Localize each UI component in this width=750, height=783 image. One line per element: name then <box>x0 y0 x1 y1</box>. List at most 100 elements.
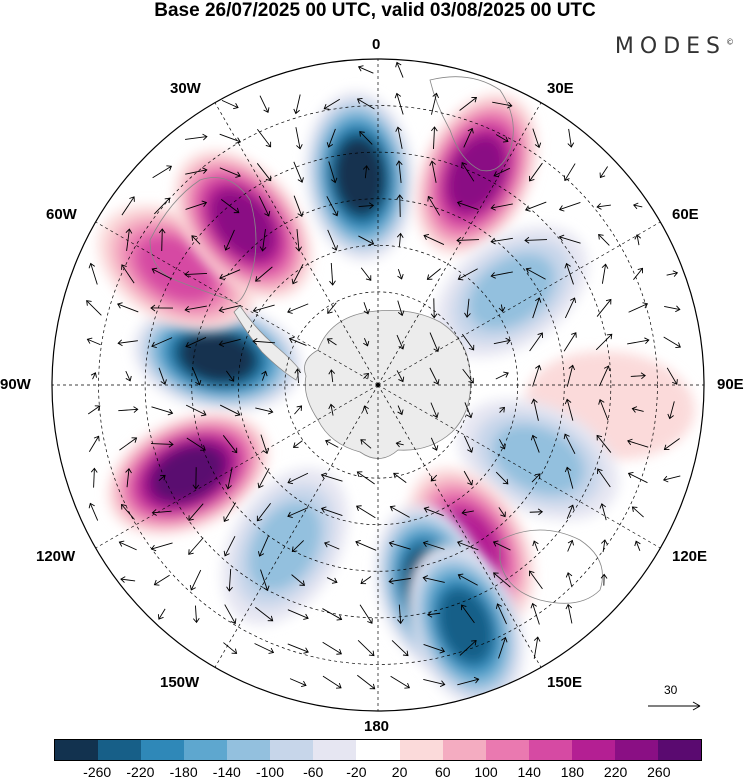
brand-text: MODES <box>614 34 726 59</box>
wind-vector-175 <box>627 438 649 448</box>
wind-vector-133 <box>429 367 440 385</box>
wind-vector-92 <box>252 304 275 314</box>
wind-vector-153 <box>499 406 505 413</box>
wind-vector-179 <box>158 474 166 481</box>
wind-vector-49 <box>525 201 547 212</box>
meridian-30 <box>377 102 542 386</box>
wind-vector-5 <box>323 98 341 110</box>
lon-label-30e: 30E <box>547 80 574 97</box>
wind-vector-223 <box>492 540 511 551</box>
wind-vector-114 <box>396 334 405 350</box>
wind-vector-135 <box>495 371 509 380</box>
wind-vector-165 <box>292 440 303 448</box>
colorbar-swatch-5 <box>270 740 314 760</box>
colorbar-tick-8: 60 <box>435 764 451 780</box>
wind-vector-119 <box>563 332 577 352</box>
wind-vector-60 <box>358 235 375 246</box>
africa <box>429 76 514 172</box>
wind-vector-48 <box>490 203 513 211</box>
wind-vector-104 <box>664 305 681 313</box>
wind-vector-178 <box>125 468 132 488</box>
wind-vector-145 <box>219 404 241 417</box>
wind-vector-14 <box>295 127 303 150</box>
meridian-300 <box>95 221 379 386</box>
wind-vector-216 <box>257 535 269 557</box>
wind-vector-118 <box>529 332 543 352</box>
wind-vector-10 <box>492 101 513 109</box>
wind-vector-64 <box>490 237 513 245</box>
wind-vector-12 <box>219 133 242 144</box>
wind-vector-222 <box>457 540 479 551</box>
colorbar-tick-12: 220 <box>603 764 628 780</box>
wind-vector-26 <box>256 163 272 182</box>
wind-vector-170 <box>463 435 474 453</box>
wind-vector-159 <box>88 435 100 452</box>
map-title: Base 26/07/2025 00 UTC, valid 03/08/2025… <box>154 0 596 21</box>
wind-vector-4 <box>293 94 301 115</box>
wind-vector-255 <box>565 603 573 624</box>
wind-vector-263 <box>459 640 477 656</box>
colorbar-tick-9: 100 <box>474 764 498 780</box>
wind-vector-36 <box>599 166 608 179</box>
wind-vector-136 <box>532 364 542 387</box>
wind-vector-130 <box>328 369 336 383</box>
wind-vector-35 <box>563 163 576 182</box>
wind-vector-181 <box>225 467 233 490</box>
wind-vector-166 <box>325 439 339 448</box>
colorbar-tick-10: 140 <box>517 764 541 780</box>
wind-vector-115 <box>429 332 440 353</box>
modes-logo: MODES© <box>615 34 734 59</box>
wind-vector-158 <box>667 401 675 420</box>
wind-vector-67 <box>598 234 610 246</box>
wind-vector-197 <box>151 509 172 516</box>
wind-vector-139 <box>630 372 646 380</box>
latitude-circle-70 <box>284 291 472 479</box>
colorbar-tick-1: -220 <box>126 764 155 780</box>
wind-vector-19 <box>463 127 474 148</box>
wind-vector-144 <box>185 404 207 417</box>
wind-vector-239 <box>493 572 511 588</box>
wind-vector-75 <box>291 264 304 285</box>
wind-vector-38 <box>154 197 171 215</box>
wind-vector-98 <box>464 298 471 318</box>
wind-vector-265 <box>533 636 541 659</box>
wind-vector-80 <box>457 268 478 281</box>
wind-vector-34 <box>529 162 543 182</box>
wind-vector-243 <box>157 608 166 620</box>
wind-vector-194 <box>662 475 681 483</box>
lon-label-150e: 150E <box>547 674 583 691</box>
wind-vector-169 <box>430 437 439 451</box>
wind-vector-93 <box>287 303 309 314</box>
wind-vector-25 <box>219 167 241 178</box>
wind-vector-46 <box>427 195 441 216</box>
reference-vector-arrow <box>648 701 701 711</box>
colorbar-tick-11: 180 <box>560 764 585 780</box>
wind-vector-79 <box>426 268 441 280</box>
wind-vector-42 <box>293 195 304 217</box>
australia <box>499 529 603 604</box>
wind-vector-100 <box>532 297 542 319</box>
meridian-60 <box>377 221 661 386</box>
colorbar-swatch-6 <box>313 740 357 760</box>
wind-vector-39 <box>185 200 208 210</box>
wind-vector-83 <box>564 262 574 285</box>
wind-vector-154 <box>531 398 539 421</box>
wind-vector-245 <box>224 604 237 625</box>
wind-vector-97 <box>430 298 438 319</box>
wind-vector-84 <box>601 263 609 284</box>
wind-vector-121 <box>627 337 650 345</box>
colorbar-tick-7: 20 <box>391 764 408 780</box>
wind-vector-122 <box>663 336 681 348</box>
wind-vector-176 <box>663 438 680 451</box>
wind-vector-3 <box>259 95 270 113</box>
wind-vector-107 <box>151 337 173 348</box>
wind-vector-53 <box>125 228 133 251</box>
wind-vector-199 <box>223 502 237 523</box>
colorbar-swatch-3 <box>184 740 228 760</box>
wind-vector-248 <box>322 608 343 621</box>
wind-vector-66 <box>558 234 581 244</box>
wind-vector-162 <box>186 437 206 451</box>
wind-vector-132 <box>396 370 405 383</box>
wind-vector-6 <box>356 98 375 110</box>
wind-vector-18 <box>430 126 438 150</box>
